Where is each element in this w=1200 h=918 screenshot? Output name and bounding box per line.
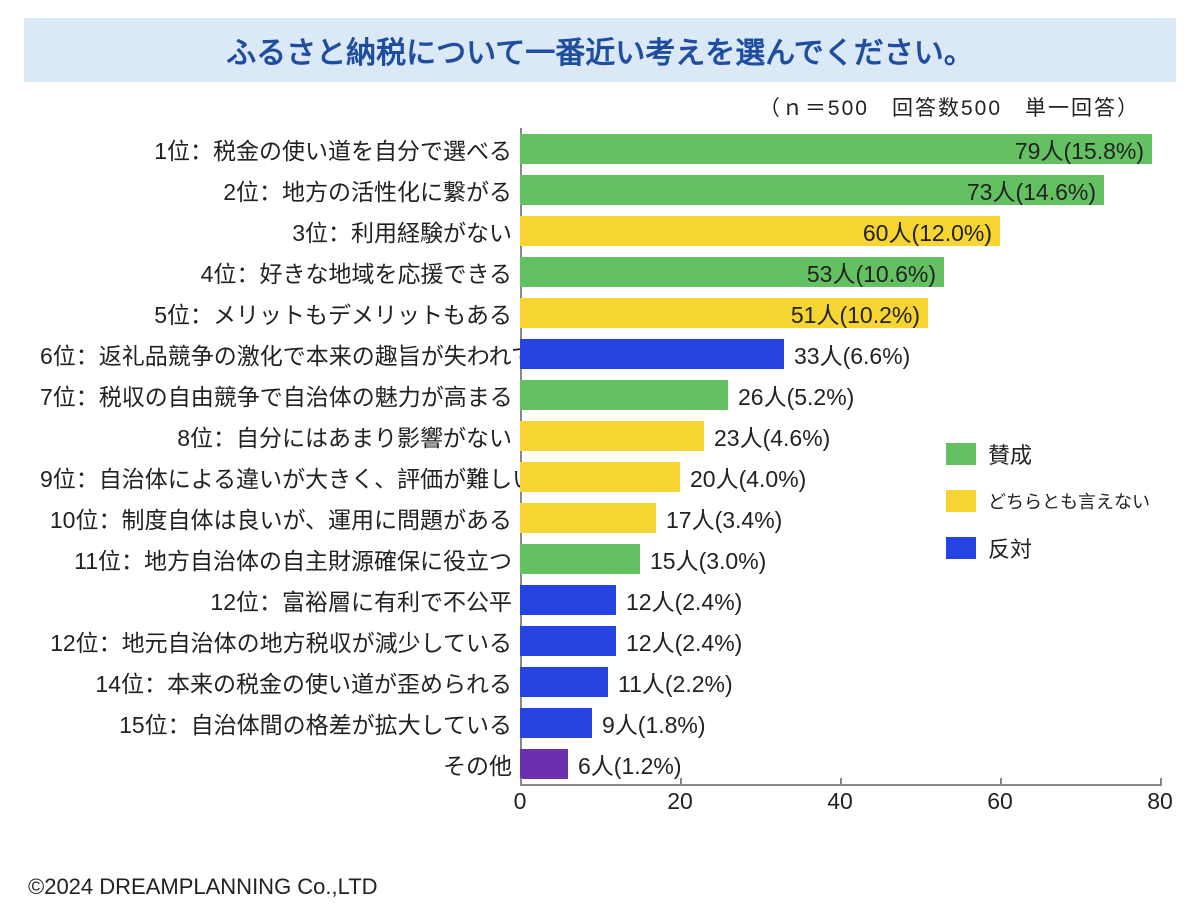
x-tick-label: 40 <box>827 788 853 815</box>
bar-cell: 12人(2.4%) <box>520 579 1160 620</box>
bar <box>520 462 680 492</box>
bar-value: 33人(6.6%) <box>794 337 910 371</box>
row-label: その他 <box>40 747 520 781</box>
x-tick <box>1000 778 1002 786</box>
bar-value: 73人(14.6%) <box>967 173 1096 207</box>
bar-value: 23人(4.6%) <box>714 419 830 453</box>
chart-row: 2位：地方の活性化に繋がる 73人(14.6%) <box>40 169 1160 210</box>
legend-item: どちらとも言えない <box>946 488 1150 514</box>
bar <box>520 503 656 533</box>
bar <box>520 585 616 615</box>
x-tick-label: 80 <box>1147 788 1173 815</box>
legend: 賛成どちらとも言えない反対 <box>946 438 1150 582</box>
bar-value: 11人(2.2%) <box>618 665 733 699</box>
legend-swatch <box>946 537 976 559</box>
bar-cell: 9人(1.8%) <box>520 702 1160 743</box>
chart-row: 14位：本来の税金の使い道が歪められる 11人(2.2%) <box>40 661 1160 702</box>
bar-cell: 12人(2.4%) <box>520 620 1160 661</box>
bar <box>520 667 608 697</box>
chart-row: 5位：メリットもデメリットもある 51人(10.2%) <box>40 292 1160 333</box>
x-tick-label: 20 <box>667 788 693 815</box>
bar-value: 12人(2.4%) <box>626 583 742 617</box>
chart-row: 3位：利用経験がない 60人(12.0%) <box>40 210 1160 251</box>
bar-value: 20人(4.0%) <box>690 460 806 494</box>
x-tick-label: 0 <box>514 788 527 815</box>
x-axis: 020406080 <box>520 784 1160 818</box>
bar-value: 9人(1.8%) <box>602 706 706 740</box>
x-tick-label: 60 <box>987 788 1013 815</box>
row-label: 3位：利用経験がない <box>40 214 520 248</box>
row-label: 9位：自治体による違いが大きく、評価が難しい <box>40 460 520 494</box>
legend-swatch <box>946 490 976 512</box>
bar-value: 15人(3.0%) <box>650 542 766 576</box>
bar-value: 51人(10.2%) <box>791 296 920 330</box>
x-tick <box>680 778 682 786</box>
legend-label: 賛成 <box>988 438 1032 470</box>
bar-value: 60人(12.0%) <box>863 214 992 248</box>
chart-title: ふるさと納税について一番近い考えを選んでください。 <box>24 18 1176 82</box>
legend-label: 反対 <box>988 532 1032 564</box>
bar <box>520 749 568 779</box>
row-label: 2位：地方の活性化に繋がる <box>40 173 520 207</box>
bar <box>520 544 640 574</box>
row-label: 12位：富裕層に有利で不公平 <box>40 583 520 617</box>
bar-value: 53人(10.6%) <box>807 255 936 289</box>
bar-value: 26人(5.2%) <box>738 378 854 412</box>
legend-item: 賛成 <box>946 438 1150 470</box>
row-label: 6位：返礼品競争の激化で本来の趣旨が失われている <box>40 337 520 371</box>
bar-cell: 51人(10.2%) <box>520 292 1160 333</box>
bar-cell: 79人(15.8%) <box>520 128 1160 169</box>
copyright: ©2024 DREAMPLANNING Co.,LTD <box>28 874 378 900</box>
row-label: 4位：好きな地域を応援できる <box>40 255 520 289</box>
chart-row: その他 6人(1.2%) <box>40 743 1160 784</box>
row-label: 8位：自分にはあまり影響がない <box>40 419 520 453</box>
row-label: 10位：制度自体は良いが、運用に問題がある <box>40 501 520 535</box>
chart-row: 7位：税収の自由競争で自治体の魅力が高まる 26人(5.2%) <box>40 374 1160 415</box>
bar-value: 6人(1.2%) <box>578 747 682 781</box>
legend-label: どちらとも言えない <box>988 488 1150 514</box>
bar <box>520 339 784 369</box>
row-label: 11位：地方自治体の自主財源確保に役立つ <box>40 542 520 576</box>
bar-cell: 53人(10.6%) <box>520 251 1160 292</box>
row-label: 15位：自治体間の格差が拡大している <box>40 706 520 740</box>
bar <box>520 380 728 410</box>
chart-row: 12位：富裕層に有利で不公平 12人(2.4%) <box>40 579 1160 620</box>
bar-cell: 33人(6.6%) <box>520 333 1160 374</box>
bar-value: 17人(3.4%) <box>666 501 782 535</box>
row-label: 12位：地元自治体の地方税収が減少している <box>40 624 520 658</box>
x-tick <box>520 778 522 786</box>
chart-row: 1位：税金の使い道を自分で選べる 79人(15.8%) <box>40 128 1160 169</box>
row-label: 1位：税金の使い道を自分で選べる <box>40 132 520 166</box>
bar-cell: 26人(5.2%) <box>520 374 1160 415</box>
chart-row: 4位：好きな地域を応援できる 53人(10.6%) <box>40 251 1160 292</box>
chart-row: 6位：返礼品競争の激化で本来の趣旨が失われている 33人(6.6%) <box>40 333 1160 374</box>
bar-value: 12人(2.4%) <box>626 624 742 658</box>
row-label: 14位：本来の税金の使い道が歪められる <box>40 665 520 699</box>
bar <box>520 421 704 451</box>
x-tick <box>1160 778 1162 786</box>
chart-subtitle: （ｎ＝500 回答数500 単一回答） <box>0 92 1200 128</box>
bar <box>520 708 592 738</box>
x-tick <box>840 778 842 786</box>
legend-item: 反対 <box>946 532 1150 564</box>
bar-value: 79人(15.8%) <box>1015 132 1144 166</box>
bar-cell: 11人(2.2%) <box>520 661 1160 702</box>
row-label: 5位：メリットもデメリットもある <box>40 296 520 330</box>
bar-cell: 73人(14.6%) <box>520 169 1160 210</box>
bar <box>520 626 616 656</box>
chart-row: 15位：自治体間の格差が拡大している 9人(1.8%) <box>40 702 1160 743</box>
legend-swatch <box>946 443 976 465</box>
chart-row: 12位：地元自治体の地方税収が減少している 12人(2.4%) <box>40 620 1160 661</box>
bar-cell: 60人(12.0%) <box>520 210 1160 251</box>
row-label: 7位：税収の自由競争で自治体の魅力が高まる <box>40 378 520 412</box>
